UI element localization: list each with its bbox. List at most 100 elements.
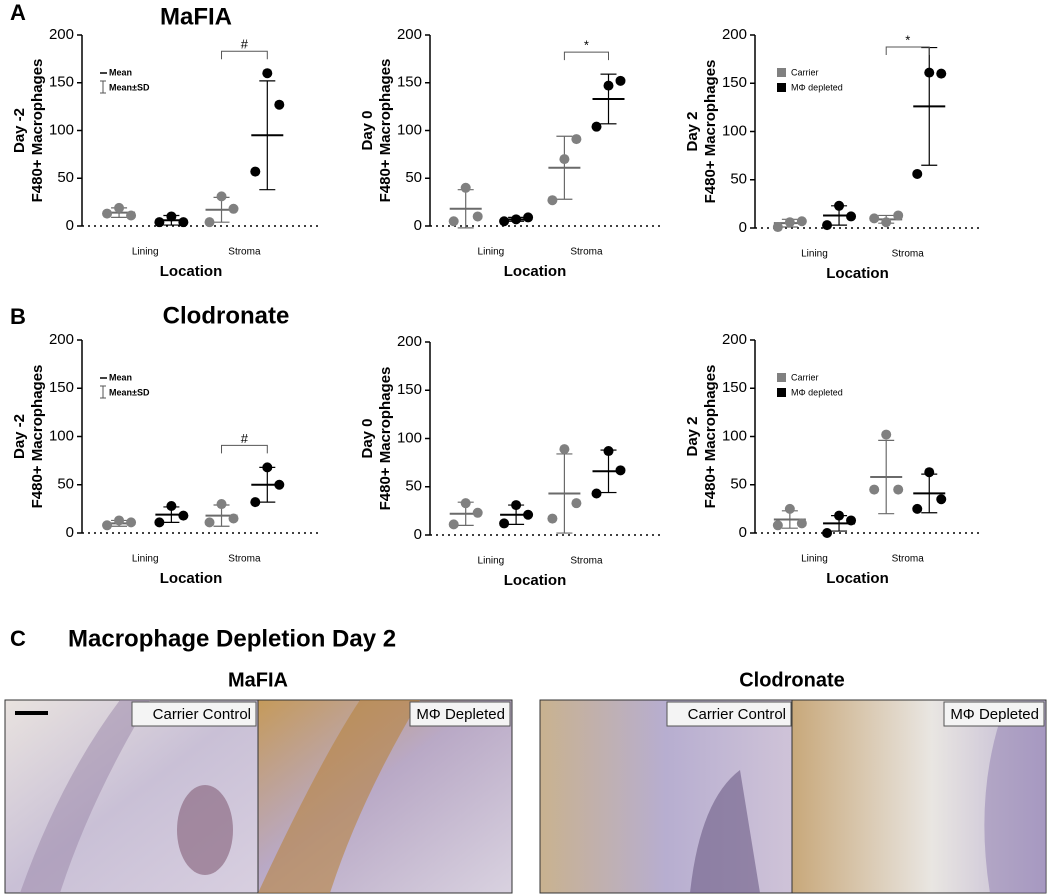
image-label: Carrier Control	[688, 706, 786, 723]
data-point	[912, 503, 923, 514]
data-point	[784, 503, 795, 514]
data-point	[250, 166, 261, 177]
legend-swatch	[777, 68, 786, 77]
image-label: Carrier Control	[153, 706, 251, 723]
panel-letter: C	[10, 626, 26, 651]
legend-label: Mean±SD	[109, 387, 150, 397]
data-point	[126, 210, 137, 221]
y-axis-label: F480+ Macrophages	[377, 367, 394, 511]
micrographs	[4, 699, 1047, 894]
row-title: MaFIA	[160, 3, 232, 30]
data-point	[114, 515, 125, 526]
data-point	[912, 168, 923, 179]
data-point	[511, 500, 522, 511]
tissue	[177, 785, 233, 875]
legend-label: MΦ depleted	[791, 82, 843, 92]
x-axis-label: Location	[826, 265, 889, 282]
group-title: Clodronate	[739, 669, 845, 691]
y-tick-label: 150	[722, 74, 747, 91]
data-point	[772, 222, 783, 233]
tissue	[690, 770, 760, 893]
data-point	[460, 498, 471, 509]
data-point	[822, 528, 833, 538]
legend-swatch	[777, 388, 786, 397]
y-axis-label: Day 2	[684, 416, 701, 456]
data-point	[114, 202, 125, 213]
data-point	[262, 462, 273, 473]
y-tick-label: 0	[66, 217, 74, 234]
data-point	[523, 509, 534, 520]
data-point	[784, 217, 795, 228]
data-point	[250, 497, 261, 508]
y-tick-label: 50	[405, 478, 422, 495]
data-point	[591, 121, 602, 132]
data-point	[881, 429, 892, 440]
y-tick-label: 200	[397, 333, 422, 350]
data-point	[472, 211, 483, 222]
panel-letter: B	[10, 304, 26, 329]
data-point	[499, 518, 510, 529]
data-point	[924, 67, 935, 78]
y-tick-label: 50	[405, 169, 422, 186]
x-tick-label: Lining	[801, 249, 828, 260]
data-point	[772, 520, 783, 531]
significance-bracket	[885, 46, 930, 55]
data-point	[924, 467, 935, 478]
significance-bracket	[221, 50, 268, 60]
x-axis-label: Location	[826, 570, 889, 587]
data-point	[166, 211, 177, 222]
data-point	[571, 134, 582, 145]
image-label: MΦ Depleted	[950, 706, 1039, 723]
y-tick-label: 100	[49, 427, 74, 444]
data-point	[204, 517, 215, 528]
data-point	[216, 499, 227, 510]
significance-label: #	[241, 431, 249, 446]
legend-label: Carrier	[791, 67, 819, 77]
y-tick-label: 0	[66, 524, 74, 541]
x-tick-label: Stroma	[570, 556, 603, 567]
y-tick-label: 200	[397, 26, 422, 43]
group-title: MaFIA	[228, 669, 288, 691]
y-tick-label: 150	[397, 381, 422, 398]
legend-swatch	[777, 373, 786, 382]
data-point	[869, 484, 880, 495]
legend-label: Mean	[109, 67, 132, 77]
data-point	[846, 211, 857, 222]
significance-label: #	[241, 37, 249, 52]
image-label: MΦ Depleted	[416, 706, 505, 723]
data-point	[154, 217, 165, 228]
data-point	[571, 498, 582, 509]
x-tick-label: Lining	[478, 247, 505, 258]
data-point	[178, 510, 189, 521]
data-point	[547, 513, 558, 524]
data-point	[154, 517, 165, 528]
significance-label: *	[584, 38, 589, 53]
y-axis-label: F480+ Macrophages	[702, 60, 719, 204]
image-label-box	[409, 701, 511, 727]
data-point	[472, 507, 483, 518]
image-label-box	[131, 701, 257, 727]
significance-bracket	[221, 444, 268, 454]
data-point	[559, 154, 570, 165]
data-point	[591, 488, 602, 499]
y-tick-label: 50	[57, 476, 74, 493]
x-axis-label: Location	[160, 263, 223, 280]
significance-bracket	[563, 51, 609, 61]
y-tick-label: 150	[722, 379, 747, 396]
x-tick-label: Stroma	[228, 554, 261, 565]
data-point	[511, 214, 522, 225]
data-point	[893, 484, 904, 495]
x-tick-label: Stroma	[228, 247, 261, 258]
tissue	[984, 720, 1046, 893]
legend-label: Carrier	[791, 372, 819, 382]
data-point	[460, 182, 471, 193]
x-axis-label: Location	[504, 263, 567, 280]
y-tick-label: 200	[722, 26, 747, 43]
data-point	[448, 216, 459, 227]
data-point	[166, 500, 177, 511]
data-point	[615, 75, 626, 86]
legend-label: MΦ depleted	[791, 387, 843, 397]
x-tick-label: Lining	[478, 556, 505, 567]
data-point	[834, 200, 845, 211]
